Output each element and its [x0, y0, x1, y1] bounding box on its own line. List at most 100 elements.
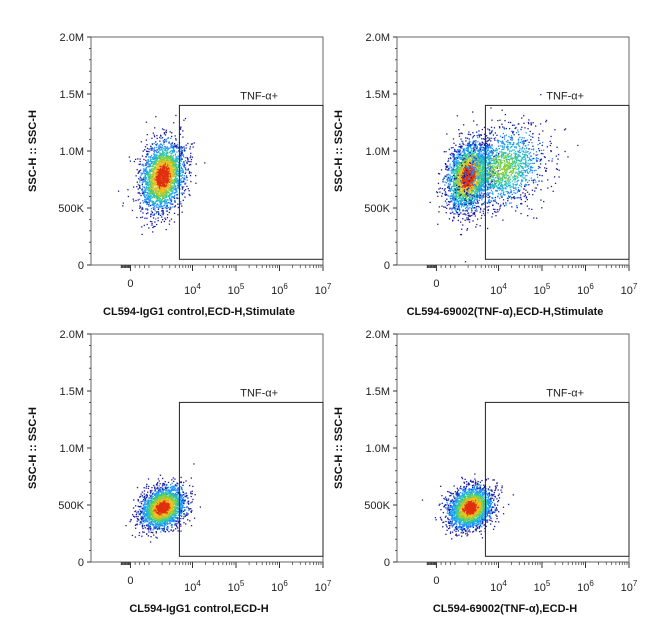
data-point	[453, 157, 456, 159]
data-point	[154, 210, 156, 212]
data-point	[154, 196, 156, 198]
data-point	[180, 203, 182, 205]
data-point	[461, 181, 464, 183]
data-point	[166, 205, 168, 207]
data-point	[165, 175, 167, 177]
data-point	[161, 205, 163, 208]
data-point	[149, 157, 152, 159]
data-point	[160, 148, 162, 151]
data-point	[172, 171, 174, 173]
data-point	[483, 179, 485, 181]
data-point	[151, 137, 153, 140]
data-point	[467, 145, 470, 148]
data-point	[161, 156, 163, 158]
data-point	[466, 227, 469, 230]
data-point	[150, 174, 153, 176]
data-point	[144, 196, 146, 199]
data-point	[167, 195, 170, 198]
data-point	[168, 159, 171, 161]
data-point	[155, 182, 158, 185]
data-point	[470, 157, 473, 159]
data-point	[169, 156, 171, 158]
data-point	[451, 175, 454, 178]
gate-rectangle[interactable]	[178, 104, 324, 260]
data-point	[169, 190, 171, 192]
data-point	[154, 164, 156, 166]
data-point	[137, 172, 139, 174]
data-point	[458, 170, 460, 172]
data-point	[150, 146, 152, 148]
data-point	[468, 145, 470, 147]
data-point	[168, 220, 171, 222]
data-point	[453, 172, 456, 174]
data-point	[195, 182, 197, 184]
data-point	[179, 158, 182, 161]
data-point	[149, 190, 151, 192]
data-point	[486, 151, 488, 153]
data-point	[164, 183, 167, 185]
data-point	[160, 171, 163, 173]
data-point	[453, 213, 455, 215]
data-point	[187, 188, 189, 190]
data-point	[462, 166, 464, 169]
data-point	[195, 163, 197, 165]
data-point	[456, 207, 458, 209]
data-point	[165, 152, 167, 155]
data-point	[470, 192, 472, 195]
data-point	[487, 186, 489, 189]
data-point	[473, 150, 475, 152]
data-point	[490, 166, 492, 169]
data-point	[152, 161, 154, 163]
data-point	[160, 205, 162, 207]
data-point	[468, 157, 470, 159]
data-point	[152, 148, 154, 150]
data-point	[170, 185, 173, 188]
data-point	[162, 187, 164, 189]
data-point	[468, 161, 470, 163]
data-point	[166, 159, 168, 162]
data-point	[164, 163, 166, 165]
data-point	[183, 148, 185, 150]
data-point	[154, 171, 156, 174]
data-point	[180, 183, 182, 186]
data-point	[156, 199, 158, 201]
data-point	[162, 186, 164, 189]
data-point	[474, 165, 477, 167]
data-point	[482, 157, 484, 159]
data-point	[177, 172, 180, 175]
data-point	[163, 175, 165, 177]
data-point	[152, 226, 154, 229]
data-point	[176, 169, 178, 171]
data-point	[167, 160, 169, 162]
x-axis-title: CL594-IgG1 control,ECD-H,Stimulate	[103, 306, 295, 318]
data-point	[465, 188, 467, 191]
data-point	[462, 189, 465, 191]
data-point	[133, 160, 136, 163]
data-point	[478, 163, 480, 165]
data-point	[161, 210, 163, 212]
data-point	[149, 164, 151, 166]
data-point	[152, 186, 154, 188]
data-point	[165, 131, 167, 134]
data-point	[159, 189, 161, 191]
data-point	[175, 156, 177, 158]
data-point	[142, 212, 144, 214]
data-point	[150, 213, 152, 215]
data-point	[169, 170, 171, 173]
data-point	[170, 147, 172, 149]
data-point	[148, 150, 150, 153]
data-point	[143, 190, 145, 192]
data-point	[436, 191, 439, 194]
data-point	[453, 217, 455, 219]
data-point	[170, 156, 172, 159]
data-point	[160, 202, 162, 204]
data-point	[153, 192, 155, 195]
data-point	[161, 187, 163, 189]
data-point	[170, 207, 172, 209]
data-point	[473, 152, 475, 155]
data-point	[467, 214, 469, 217]
data-point	[188, 193, 190, 196]
data-point	[442, 179, 444, 181]
data-point	[451, 186, 453, 188]
data-point	[155, 193, 158, 195]
